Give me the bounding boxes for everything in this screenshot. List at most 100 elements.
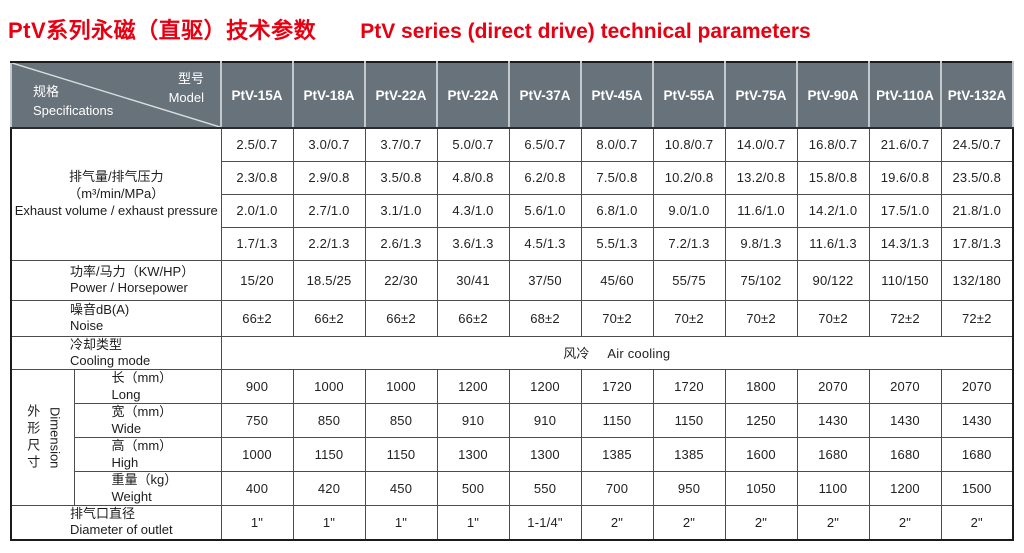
table-cell: 8.0/0.7 xyxy=(580,127,654,162)
table-cell: 3.6/1.3 xyxy=(436,226,510,261)
table-cell: 2.0/1.0 xyxy=(220,193,294,228)
table-cell: 1720 xyxy=(580,369,654,404)
table-cell: 1385 xyxy=(652,437,726,472)
table-cell: 1" xyxy=(364,505,438,540)
table-cell: 66±2 xyxy=(364,299,438,337)
cooling-row: 冷却类型 Cooling mode 风冷 Air cooling xyxy=(10,335,1014,370)
table-cell: 90/122 xyxy=(796,259,870,301)
model-header: PtV-132A xyxy=(940,61,1014,129)
dimension-group-cell: 外形尺寸 Dimension xyxy=(10,369,75,506)
exhaust-row-1.3: 1.7/1.3 2.2/1.3 2.6/1.3 3.6/1.3 4.5/1.3 5.5/1… xyxy=(11,226,1014,261)
table-cell: 1" xyxy=(220,505,294,540)
table-cell: 950 xyxy=(652,471,726,506)
table-cell: 1385 xyxy=(580,437,654,472)
table-cell: 10.8/0.7 xyxy=(652,127,726,162)
table-cell: 18.5/25 xyxy=(292,259,366,301)
dimension-weight-row: 重量（kg） Weight 400 420 450 500 550 700 950 1050 1… xyxy=(11,471,1014,506)
model-header: PtV-90A xyxy=(796,61,870,129)
long-label-zh: 长（mm） xyxy=(111,370,173,386)
table-cell: 700 xyxy=(580,471,654,506)
table-cell: 9.8/1.3 xyxy=(724,226,798,261)
outlet-row: 排气口直径 Diameter of outlet 1" 1" 1" 1" 1-1/4" 2… xyxy=(10,505,1014,540)
table-cell: 2.5/0.7 xyxy=(220,127,294,162)
table-cell: 15/20 xyxy=(220,259,294,301)
table-cell: 23.5/0.8 xyxy=(940,160,1014,195)
table-cell: 1500 xyxy=(940,471,1014,506)
row-label-outlet: 排气口直径 Diameter of outlet xyxy=(10,505,222,540)
table-cell: 910 xyxy=(508,403,582,438)
table-cell: 550 xyxy=(508,471,582,506)
table-cell: 45/60 xyxy=(580,259,654,301)
dimension-group-zh: 外形尺寸 xyxy=(25,403,41,472)
noise-label-zh: 噪音dB(A) xyxy=(70,301,130,317)
table-cell: 1" xyxy=(436,505,510,540)
row-label-power: 功率/马力（KW/HP） Power / Horsepower xyxy=(10,259,222,301)
technical-parameters-table: 型号 Model 规格 Specifications PtV-15A PtV-18… xyxy=(10,61,1014,541)
table-cell: 2.6/1.3 xyxy=(364,226,438,261)
cooling-value-zh: 风冷 xyxy=(563,346,590,362)
table-cell: 2.3/0.8 xyxy=(220,160,294,195)
table-cell: 24.5/0.7 xyxy=(940,127,1014,162)
table-cell: 13.2/0.8 xyxy=(724,160,798,195)
weight-label-zh: 重量（kg） xyxy=(111,472,178,488)
row-label-cooling: 冷却类型 Cooling mode xyxy=(10,335,222,370)
noise-label-en: Noise xyxy=(70,318,104,333)
page-title-en: PtV series (direct drive) technical para… xyxy=(360,20,811,43)
table-cell: 30/41 xyxy=(436,259,510,301)
table-cell: 3.1/1.0 xyxy=(364,193,438,228)
dimension-group-en: Dimension xyxy=(47,406,63,469)
table-cell: 9.0/1.0 xyxy=(652,193,726,228)
weight-label-en: Weight xyxy=(111,488,152,504)
corner-spec-zh: 规格 xyxy=(33,84,60,100)
table-cell: 72±2 xyxy=(868,299,942,337)
noise-row: 噪音dB(A) Noise 66±2 66±2 66±2 66±2 68±2 70±2 70… xyxy=(10,299,1014,337)
table-cell: 6.2/0.8 xyxy=(508,160,582,195)
cooling-value-cell: 风冷 Air cooling xyxy=(220,335,1014,370)
table-cell: 420 xyxy=(292,471,366,506)
table-cell: 4.3/1.0 xyxy=(436,193,510,228)
table-cell: 850 xyxy=(364,403,438,438)
corner-model-en: Model xyxy=(168,89,204,105)
row-label-exhaust: 排气量/排气压力 （m³/min/MPa） Exhaust volume / e… xyxy=(10,127,222,261)
table-cell: 2" xyxy=(796,505,870,540)
header-row: 型号 Model 规格 Specifications PtV-15A PtV-18… xyxy=(10,61,1014,129)
table-cell: 14.0/0.7 xyxy=(724,127,798,162)
table-cell: 17.8/1.3 xyxy=(940,226,1014,261)
outlet-label-zh: 排气口直径 xyxy=(70,506,136,521)
cooling-label-zh: 冷却类型 xyxy=(70,336,123,352)
table-cell: 450 xyxy=(364,471,438,506)
table-cell: 2" xyxy=(652,505,726,540)
model-header: PtV-22A xyxy=(436,61,510,129)
table-cell: 1000 xyxy=(364,369,438,404)
table-cell: 1430 xyxy=(940,403,1014,438)
table-cell: 11.6/1.0 xyxy=(724,193,798,228)
table-cell: 66±2 xyxy=(220,299,294,337)
table-cell: 5.6/1.0 xyxy=(508,193,582,228)
table-cell: 22/30 xyxy=(364,259,438,301)
table-cell: 1200 xyxy=(436,369,510,404)
outlet-label-en: Diameter of outlet xyxy=(70,522,173,538)
power-label-en: Power / Horsepower xyxy=(70,280,188,295)
table-cell: 1100 xyxy=(796,471,870,506)
table-cell: 7.5/0.8 xyxy=(580,160,654,195)
long-label-en: Long xyxy=(111,386,141,402)
cooling-label-en: Cooling mode xyxy=(70,352,151,368)
table-cell: 1-1/4" xyxy=(508,505,582,540)
high-label-zh: 高（mm） xyxy=(111,438,173,454)
table-cell: 2" xyxy=(868,505,942,540)
table-cell: 70±2 xyxy=(796,299,870,337)
table-cell: 66±2 xyxy=(436,299,510,337)
model-header: PtV-45A xyxy=(580,61,654,129)
table-cell: 2070 xyxy=(796,369,870,404)
model-header: PtV-22A xyxy=(364,61,438,129)
model-header: PtV-75A xyxy=(724,61,798,129)
table-cell: 1300 xyxy=(436,437,510,472)
table-cell: 19.6/0.8 xyxy=(868,160,942,195)
table-cell: 910 xyxy=(436,403,510,438)
diagonal-divider xyxy=(12,63,220,127)
table-cell: 2.9/0.8 xyxy=(292,160,366,195)
table-cell: 1" xyxy=(292,505,366,540)
table-cell: 72±2 xyxy=(940,299,1014,337)
table-cell: 70±2 xyxy=(724,299,798,337)
wide-label-en: Wide xyxy=(111,420,142,436)
